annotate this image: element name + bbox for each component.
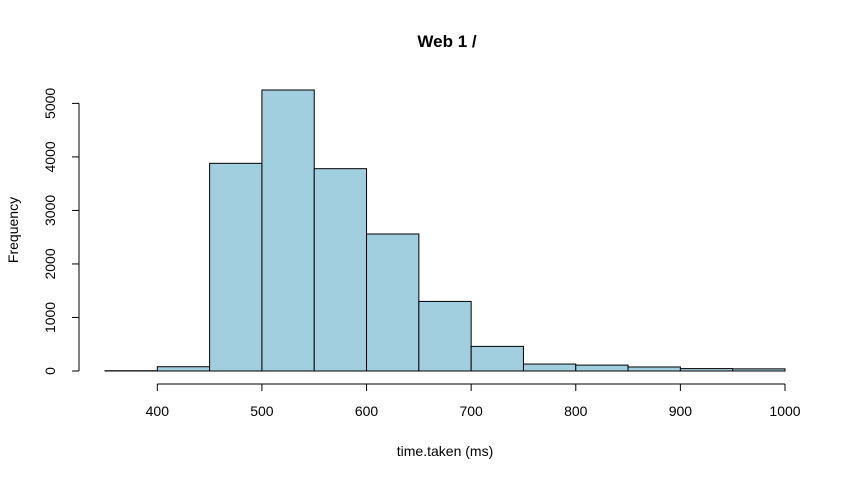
chart-title: Web 1 /: [417, 32, 476, 51]
bars-group: [104, 89, 786, 372]
x-tick-label: 1000: [769, 403, 800, 419]
y-tick-label: 1000: [42, 302, 58, 333]
x-axis-label: time.taken (ms): [397, 443, 493, 459]
histogram-bar: [575, 364, 629, 372]
x-axis: 400 500 600 700 800 900 1000: [146, 383, 801, 419]
x-tick-label: 700: [459, 403, 483, 419]
y-tick-label: 0: [42, 367, 58, 375]
x-tick-label: 600: [355, 403, 379, 419]
histogram-bar: [522, 363, 577, 372]
histogram-bar: [209, 162, 263, 372]
x-tick-label: 500: [250, 403, 274, 419]
y-axis: 0 1000 2000 3000 4000 5000: [42, 88, 80, 375]
y-axis-label: Frequency: [5, 197, 21, 263]
histogram-bar: [156, 366, 211, 372]
histogram-bar: [627, 366, 681, 372]
x-tick-label: 400: [146, 403, 170, 419]
y-tick-label: 2000: [42, 248, 58, 279]
histogram-bar: [679, 368, 734, 372]
x-tick-label: 800: [564, 403, 588, 419]
histogram-bar: [732, 368, 786, 372]
y-tick-label: 3000: [42, 195, 58, 226]
histogram-bar: [418, 300, 472, 372]
y-tick-label: 4000: [42, 141, 58, 172]
histogram-bar: [470, 345, 524, 372]
y-tick-label: 5000: [42, 88, 58, 119]
x-tick-label: 900: [669, 403, 693, 419]
histogram-bar: [313, 168, 368, 372]
histogram-bar: [366, 233, 420, 372]
histogram-bar: [261, 89, 315, 372]
